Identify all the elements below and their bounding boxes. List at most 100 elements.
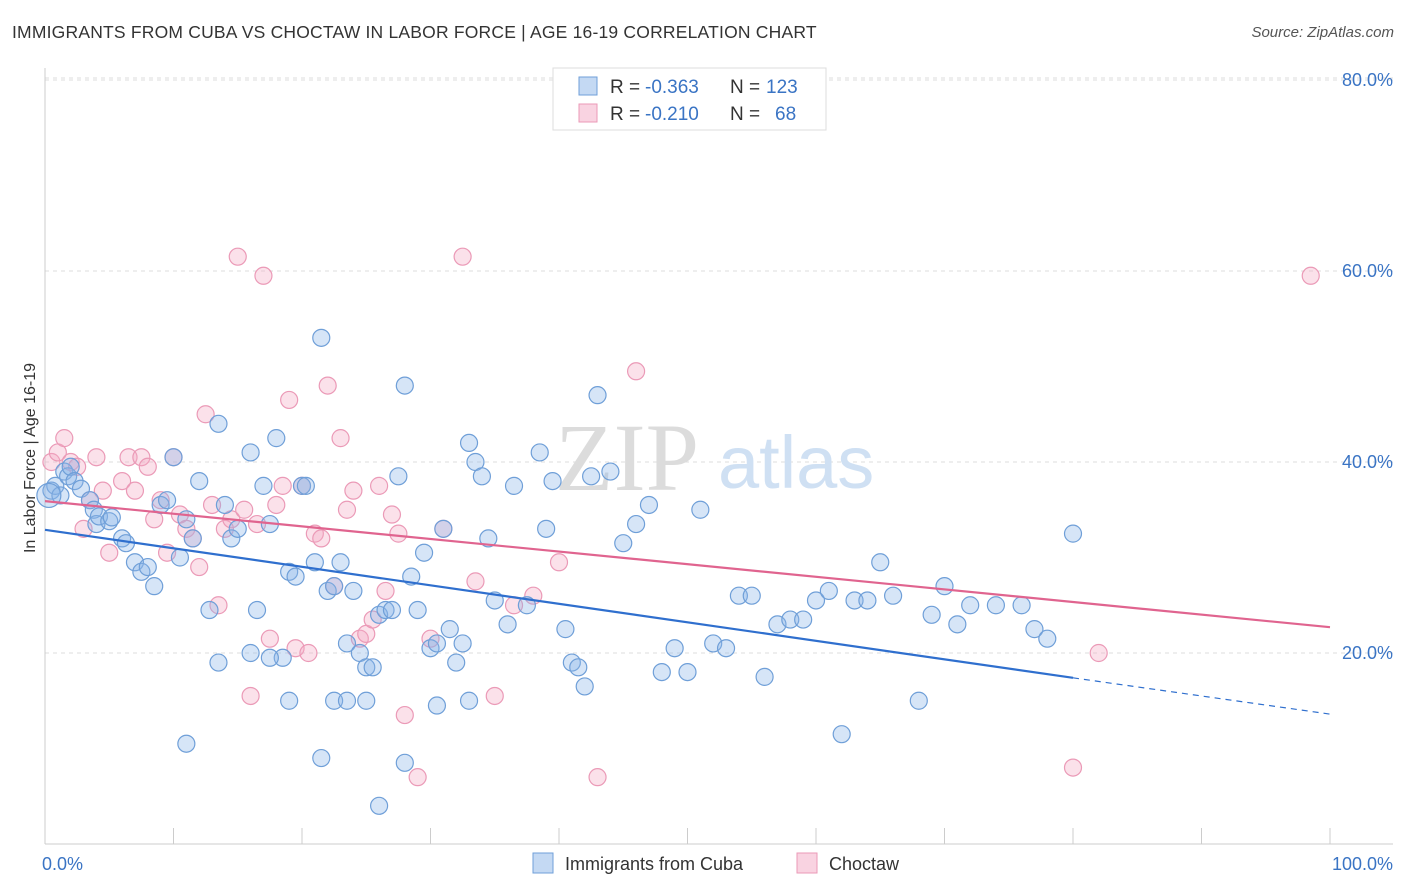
x-tick-labels: 0.0% 100.0% [42,854,1393,874]
legend-r-value-2: -0.210 [645,104,699,125]
cuba-point-105 [909,691,928,710]
watermark-atlas: atlas [718,421,874,504]
choctaw-point-35 [273,476,292,495]
cuba-point-92 [729,586,749,605]
choctaw-point-7 [87,448,106,467]
cuba-point-91 [716,639,736,658]
cuba-point-56 [395,376,414,395]
y-tick-label-80: 80.0% [1342,70,1393,90]
cuba-point-110 [986,596,1006,615]
series-legend-swatch-cuba [532,852,554,874]
cuba-point-72 [504,476,524,495]
cuba-point-34 [254,476,273,495]
choctaw-point-2 [55,429,74,448]
choctaw-point-66 [1063,758,1083,777]
cuba-point-48 [344,581,363,601]
cuba-point-115 [177,734,196,753]
choctaw-point-11 [119,448,138,467]
cuba-point-116 [209,653,228,672]
legend-swatch-blue [578,76,598,96]
cuba-point-75 [537,519,556,538]
choctaw-point-31 [247,514,267,534]
cuba-point-126 [427,696,447,715]
choctaw-point-50 [370,476,389,495]
choctaw-point-41 [312,529,331,548]
choctaw-point-46 [344,481,363,500]
choctaw-point-52 [382,505,402,524]
watermark: ZIP atlas [555,404,874,511]
trend-line-choctaw [44,500,1331,629]
chart-title: IMMIGRANTS FROM CUBA VS CHOCTAW IN LABOR… [12,22,817,42]
cuba-point-43 [312,328,331,347]
cuba-point-29 [215,495,234,515]
cuba-point-76 [543,472,562,491]
cuba-point-21 [157,491,177,510]
legend-r-label-2: R = [610,104,640,125]
cuba-point-85 [639,495,659,515]
cuba-point-122 [337,691,357,710]
cuba-point-99 [819,581,838,601]
cuba-point-27 [200,600,219,620]
choctaw-point-28 [228,247,247,266]
choctaw-point-55 [408,768,427,787]
y-axis-label: In Labor Force | Age 16-19 [22,363,39,553]
choctaw-point-68 [1301,266,1320,285]
cuba-point-96 [781,610,800,629]
choctaw-point-60 [485,686,504,706]
choctaw-point-9 [100,543,119,562]
cuba-point-88 [678,662,697,682]
choctaw-point-44 [331,429,350,448]
choctaw-point-58 [453,247,472,266]
cuba-point-39 [286,567,305,586]
series-legend-swatch-choctaw [796,852,818,874]
cuba-point-94 [755,667,774,686]
choctaw-point-24 [202,495,222,515]
legend-r-value-1: -0.363 [645,77,699,98]
choctaw-point-22 [190,557,209,577]
series-legend: Immigrants from Cuba Choctaw [532,852,900,874]
cuba-point-25 [183,529,202,548]
cuba-point-98 [806,591,826,610]
choctaw-point-42 [318,376,337,395]
cuba-point-53 [376,600,395,620]
cuba-point-82 [601,462,620,481]
cuba-point-28 [209,414,228,433]
source-label: Source: ZipAtlas.com [1251,24,1394,41]
cuba-point-55 [389,467,408,486]
cuba-point-112 [1025,620,1044,639]
choctaw-point-67 [1089,643,1108,663]
cuba-point-26 [190,472,209,491]
cuba-point-37 [273,648,292,667]
x-tick-label-min: 0.0% [42,854,83,874]
choctaw-point-12 [125,481,145,500]
choctaw-point-65 [626,362,646,381]
choctaw-point-25 [209,596,228,615]
y-tick-label-60: 60.0% [1342,261,1393,281]
y-tick-label-40: 40.0% [1342,452,1393,472]
choctaw-point-51 [376,581,395,601]
series-legend-label-cuba: Immigrants from Cuba [565,854,744,874]
cuba-point-30 [222,529,241,548]
choctaw-point-36 [280,390,299,410]
cuba-point-cluster [36,482,62,509]
cuba-point-111 [1012,596,1031,615]
cuba-point-33 [247,600,267,620]
cuba-point-107 [935,577,954,596]
choctaw-point-13 [132,448,151,467]
cuba-point-66 [459,433,479,452]
cuba-point-46 [331,553,350,572]
cuba-point-45 [325,577,344,596]
legend: R = -0.363 N = 123 R = -0.210 N = 68 [552,67,827,131]
cuba-point-121 [325,691,344,710]
cuba-point-69 [479,529,498,548]
cuba-point-127 [459,691,479,710]
cuba-point-102 [858,591,877,610]
cuba-point-41 [296,476,315,495]
cuba-point-109 [961,596,980,615]
cuba-point-81 [588,386,607,405]
cuba-point-93 [742,586,761,605]
cuba-point-13 [102,508,121,527]
cuba-point-83 [614,534,633,553]
cuba-point-18 [138,557,157,577]
choctaw-point-59 [466,572,485,591]
